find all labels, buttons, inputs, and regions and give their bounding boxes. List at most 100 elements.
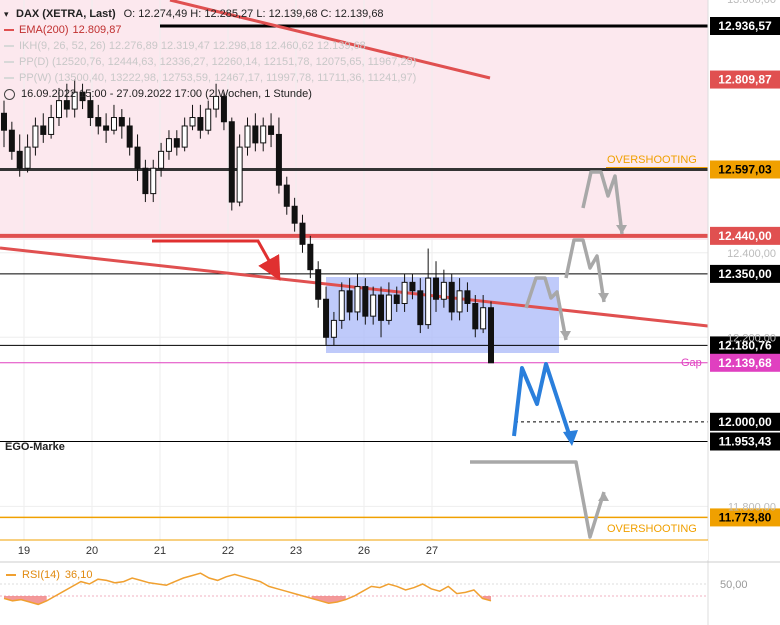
candle-body: [244, 125, 251, 148]
red-arrow: [152, 239, 281, 281]
price-tag: [710, 70, 780, 89]
candle-body: [181, 125, 188, 148]
chevron-down-icon[interactable]: ▾: [4, 9, 9, 19]
candle-body: [236, 146, 243, 203]
candle: [71, 79, 78, 118]
candle: [173, 130, 180, 156]
candle-body: [173, 138, 180, 148]
candle: [48, 104, 55, 139]
x-tick-label: 19: [18, 545, 30, 557]
legend-ppd-row[interactable]: PP(D) (12520,76, 12444,63, 12336,27, 122…: [4, 54, 416, 70]
ppd-label: PP(D) (12520,76, 12444,63, 12336,27, 122…: [19, 56, 417, 68]
candle: [189, 104, 196, 131]
rsi-level-label: 50,00: [720, 579, 748, 591]
candle: [409, 273, 416, 300]
candle: [142, 159, 149, 203]
candle: [299, 214, 306, 253]
candle: [440, 269, 447, 308]
candle: [307, 235, 314, 279]
grey-arrowhead: [598, 492, 609, 501]
overshooting-top-label: OVERSHOOTING: [607, 154, 697, 166]
candle-body: [488, 307, 494, 364]
candle: [385, 282, 392, 325]
candle: [401, 273, 408, 312]
candle: [213, 83, 220, 118]
candle-body: [142, 167, 149, 195]
grey-arrowhead: [598, 293, 609, 302]
y-axis-labels: 12.936,57 12.809,87 12.597,03 12.440,00 12.3…: [710, 0, 780, 527]
candle: [118, 109, 125, 139]
candle-body: [283, 184, 290, 207]
clock-icon: [4, 88, 15, 100]
candle-body: [323, 298, 330, 338]
candle-body: [213, 95, 220, 110]
horizontal-levels: [0, 24, 708, 519]
candle-body: [134, 146, 141, 169]
grey-arrowhead: [616, 225, 627, 234]
price-tag: [710, 508, 780, 527]
candle-body: [393, 294, 400, 304]
price-tag-label: 12.936,57: [718, 19, 772, 33]
candle: [236, 134, 243, 207]
y-tick-label: 13.000,00: [727, 0, 776, 6]
candle: [126, 117, 133, 156]
candle: [378, 286, 385, 338]
candle-body: [110, 117, 117, 131]
blue-arrow-path: [512, 362, 573, 441]
trendline: [0, 246, 709, 328]
candle-body: [472, 302, 479, 330]
rsi-legend[interactable]: RSI(14) 36,10: [6, 569, 92, 581]
price-tag: [710, 17, 780, 35]
candle-body: [456, 290, 463, 313]
candle-body: [150, 167, 157, 195]
candle: [252, 113, 259, 152]
candle-body: [291, 205, 298, 224]
price-tag-label: 12.597,03: [718, 162, 772, 176]
candle-body: [40, 125, 47, 135]
grid: [0, 0, 708, 540]
candle: [244, 117, 251, 156]
ppw-label: PP(W) (13500,40, 13222,98, 12753,59, 124…: [19, 72, 417, 84]
candle: [464, 282, 471, 312]
candle: [95, 104, 102, 135]
grey-arrow: [470, 460, 606, 539]
candle: [16, 134, 23, 177]
candle: [417, 278, 424, 334]
candle: [354, 273, 361, 321]
legend-ikh-row[interactable]: IKH(9, 26, 52, 26) 12.276,89 12.319,47 1…: [4, 38, 416, 54]
candle: [315, 261, 322, 308]
legend-symbol-row: ▾ DAX (XETRA, Last) O: 12.274,49 H: 12.2…: [4, 6, 416, 22]
candle: [205, 100, 212, 135]
grey-arrow: [564, 238, 606, 303]
price-tag-label: 12.440,00: [718, 229, 772, 243]
candle-body: [158, 150, 165, 169]
price-tag: [710, 264, 780, 283]
price-tag-label: 11.773,80: [719, 510, 772, 524]
candle: [79, 83, 86, 110]
ema-swatch: [4, 29, 14, 31]
candle: [197, 104, 204, 139]
candle: [134, 134, 141, 181]
legend-ema-row[interactable]: EMA(200) 12.809,87: [4, 22, 416, 38]
gap-label: Gap: [681, 357, 702, 369]
candle-body: [205, 108, 212, 131]
x-tick-label: 21: [154, 545, 166, 557]
price-tag: [710, 432, 780, 451]
candle: [488, 301, 494, 364]
candle-body: [362, 286, 369, 317]
price-tag-label: 12.809,87: [718, 73, 772, 87]
candle-body: [79, 91, 86, 102]
candle: [472, 295, 479, 338]
x-tick-label: 27: [426, 545, 438, 557]
candle-body: [71, 91, 78, 110]
candle-body: [228, 121, 235, 203]
x-axis: 19 20 21 22 23 26 27: [0, 539, 708, 560]
candle-body: [354, 286, 361, 313]
candle: [268, 113, 275, 148]
legend-ppw-row[interactable]: PP(W) (13500,40, 13222,98, 12753,59, 124…: [4, 70, 416, 86]
candle-body: [252, 125, 259, 144]
candle: [370, 286, 377, 325]
candles: [1, 79, 494, 364]
candle-body: [401, 281, 408, 304]
candle-body: [315, 269, 322, 300]
